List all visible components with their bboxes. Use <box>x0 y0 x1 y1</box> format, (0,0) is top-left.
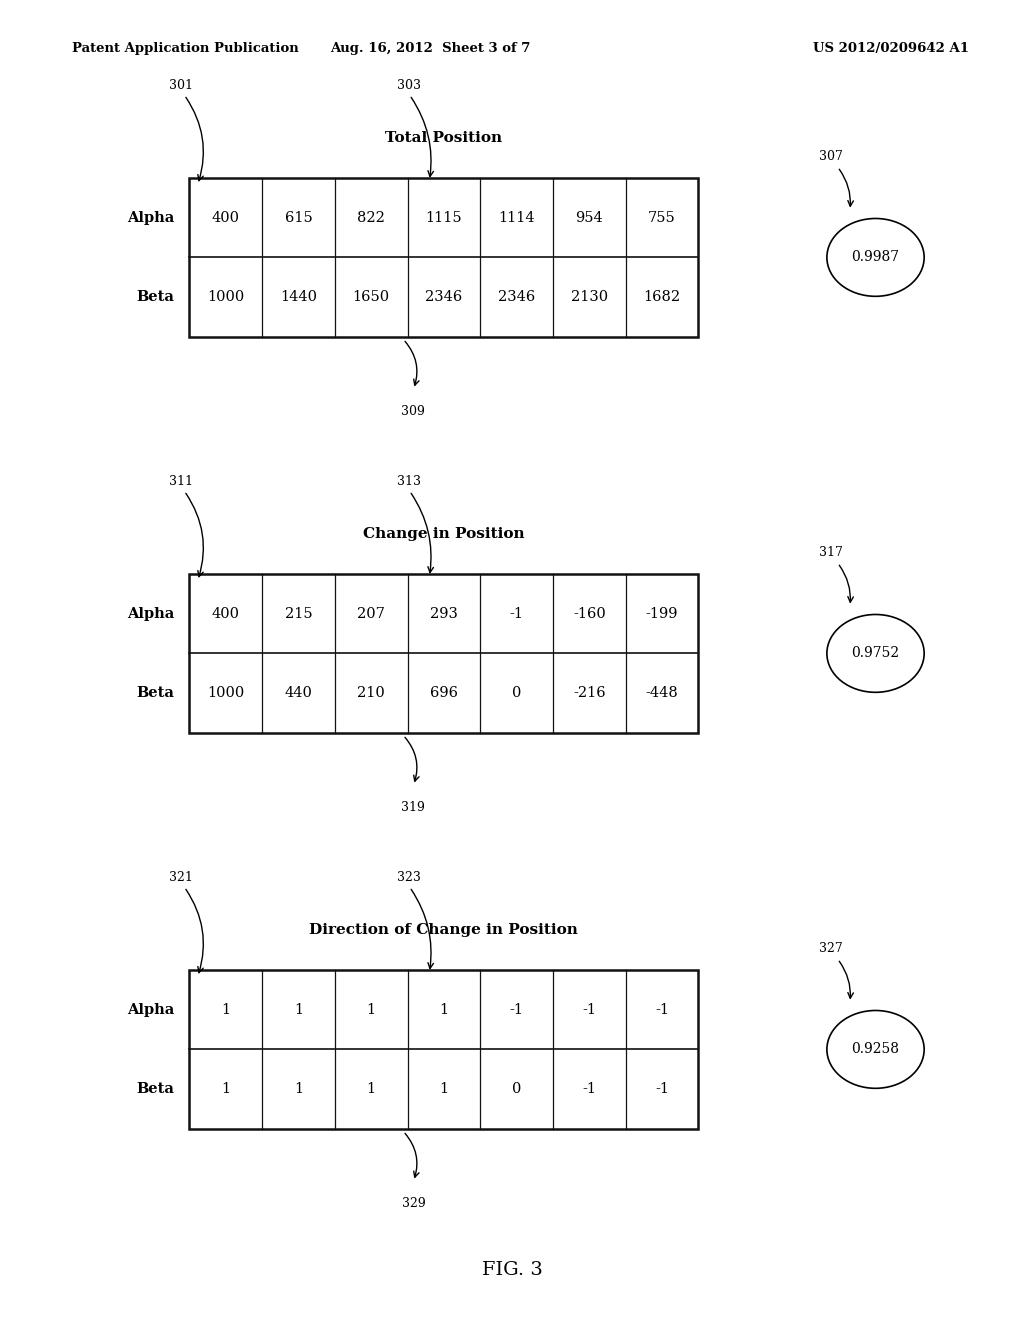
Text: 1: 1 <box>221 1003 230 1016</box>
Text: Aug. 16, 2012  Sheet 3 of 7: Aug. 16, 2012 Sheet 3 of 7 <box>330 42 530 55</box>
Text: 321: 321 <box>169 871 193 884</box>
Text: 0: 0 <box>512 686 521 700</box>
Text: 301: 301 <box>169 79 193 92</box>
Bar <box>189 574 698 733</box>
Text: -1: -1 <box>655 1082 669 1096</box>
Text: -160: -160 <box>573 607 605 620</box>
Text: Beta: Beta <box>136 686 174 700</box>
Text: 0.9258: 0.9258 <box>852 1043 899 1056</box>
Text: 2346: 2346 <box>498 290 536 304</box>
Text: -199: -199 <box>646 607 678 620</box>
Text: Alpha: Alpha <box>127 607 174 620</box>
Text: 2130: 2130 <box>570 290 608 304</box>
Text: 323: 323 <box>397 871 421 884</box>
Text: -448: -448 <box>646 686 678 700</box>
Text: 1: 1 <box>367 1082 376 1096</box>
Text: 293: 293 <box>430 607 458 620</box>
Text: 313: 313 <box>397 475 421 488</box>
Text: Change in Position: Change in Position <box>364 527 524 541</box>
Text: 1440: 1440 <box>280 290 317 304</box>
Text: 1000: 1000 <box>207 290 245 304</box>
Text: US 2012/0209642 A1: US 2012/0209642 A1 <box>813 42 969 55</box>
Text: Beta: Beta <box>136 1082 174 1096</box>
Text: -1: -1 <box>583 1082 596 1096</box>
Text: 755: 755 <box>648 211 676 224</box>
Text: 215: 215 <box>285 607 312 620</box>
Text: 0.9987: 0.9987 <box>852 251 899 264</box>
Text: 309: 309 <box>401 405 425 418</box>
Text: 696: 696 <box>430 686 458 700</box>
Text: 1115: 1115 <box>426 211 462 224</box>
Text: 1682: 1682 <box>643 290 681 304</box>
Text: 1: 1 <box>221 1082 230 1096</box>
Ellipse shape <box>827 615 924 692</box>
Text: 317: 317 <box>819 546 843 560</box>
Text: Beta: Beta <box>136 290 174 304</box>
Bar <box>189 178 698 337</box>
Text: 0.9752: 0.9752 <box>852 647 899 660</box>
Bar <box>189 970 698 1129</box>
Text: Patent Application Publication: Patent Application Publication <box>72 42 298 55</box>
Text: FIG. 3: FIG. 3 <box>481 1261 543 1279</box>
Text: -1: -1 <box>583 1003 596 1016</box>
Text: 400: 400 <box>212 607 240 620</box>
Text: 319: 319 <box>401 801 425 814</box>
Text: -216: -216 <box>573 686 605 700</box>
Text: 440: 440 <box>285 686 312 700</box>
Text: 1650: 1650 <box>352 290 390 304</box>
Ellipse shape <box>827 1011 924 1088</box>
Text: -1: -1 <box>655 1003 669 1016</box>
Text: 822: 822 <box>357 211 385 224</box>
Text: 210: 210 <box>357 686 385 700</box>
Text: 1: 1 <box>439 1082 449 1096</box>
Text: -1: -1 <box>510 1003 523 1016</box>
Text: Direction of Change in Position: Direction of Change in Position <box>309 923 579 937</box>
Text: 329: 329 <box>401 1197 425 1210</box>
Text: Alpha: Alpha <box>127 1003 174 1016</box>
Text: 400: 400 <box>212 211 240 224</box>
Text: 303: 303 <box>397 79 421 92</box>
Text: 1: 1 <box>439 1003 449 1016</box>
Text: 0: 0 <box>512 1082 521 1096</box>
Text: Alpha: Alpha <box>127 211 174 224</box>
Text: 1114: 1114 <box>499 211 535 224</box>
Text: 327: 327 <box>819 942 843 956</box>
Text: -1: -1 <box>510 607 523 620</box>
Text: 1000: 1000 <box>207 686 245 700</box>
Text: 2346: 2346 <box>425 290 463 304</box>
Text: 1: 1 <box>367 1003 376 1016</box>
Text: 311: 311 <box>169 475 193 488</box>
Text: Total Position: Total Position <box>385 131 503 145</box>
Text: 307: 307 <box>819 150 843 164</box>
Text: 1: 1 <box>294 1003 303 1016</box>
Text: 207: 207 <box>357 607 385 620</box>
Ellipse shape <box>827 219 924 296</box>
Text: 954: 954 <box>575 211 603 224</box>
Text: 1: 1 <box>294 1082 303 1096</box>
Text: 615: 615 <box>285 211 312 224</box>
